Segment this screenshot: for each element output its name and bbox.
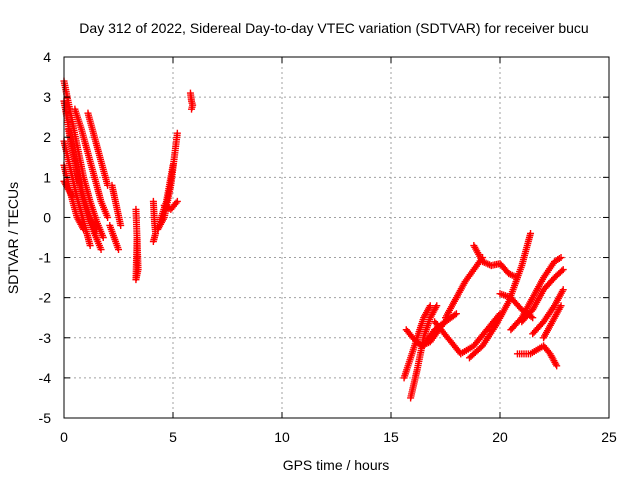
data-point (529, 314, 537, 322)
series-pass-15 (160, 197, 181, 213)
y-tick-label: 3 (43, 89, 51, 105)
series-pass-21 (431, 310, 504, 358)
data-point (559, 286, 567, 294)
series-pass-23 (465, 229, 535, 362)
y-axis-label: SDTVAR / TECUs (5, 182, 21, 294)
x-tick-label: 10 (274, 429, 290, 445)
series-pass-11 (132, 205, 142, 284)
series-pass-6 (84, 109, 112, 189)
data-point (557, 302, 565, 310)
x-tick-label: 0 (60, 429, 68, 445)
x-tick-label: 15 (383, 429, 399, 445)
series-pass-9 (108, 181, 125, 229)
data-point (173, 197, 181, 205)
y-tick-label: 2 (43, 129, 51, 145)
series-pass-18 (407, 302, 441, 402)
data-point (553, 362, 561, 370)
tick-labels: 0 5 10 15 20 25 -5 -4 -3 -2 -1 0 1 2 3 4 (39, 49, 617, 445)
data-point (133, 236, 141, 244)
data-point (80, 225, 88, 233)
series-pass-29 (540, 302, 565, 342)
y-tick-label: -3 (39, 330, 52, 346)
x-tick-label: 25 (601, 429, 617, 445)
data-point (513, 274, 521, 282)
data-point (99, 234, 107, 241)
y-tick-label: -1 (39, 250, 52, 266)
series-pass-10 (106, 221, 122, 254)
data-point (169, 161, 177, 169)
chart-title: Day 312 of 2022, Sidereal Day-to-day VTE… (79, 20, 588, 36)
x-tick-label: 5 (169, 429, 177, 445)
data-point (172, 199, 180, 207)
y-tick-label: 0 (43, 209, 51, 225)
data-point (173, 129, 181, 137)
data-point (558, 267, 566, 275)
y-tick-label: 4 (43, 49, 51, 65)
series-pass-16 (186, 89, 197, 113)
data-point (97, 246, 105, 254)
data-point (188, 105, 196, 113)
data-point (451, 311, 459, 319)
series-pass-24 (470, 242, 521, 282)
plot-area (60, 77, 567, 402)
x-axis-label: GPS time / hours (283, 457, 390, 473)
tick-layer (63, 56, 610, 419)
series-pass-3 (64, 125, 105, 254)
series-pass-17 (400, 302, 434, 382)
data-point (527, 229, 535, 237)
data-point (149, 238, 157, 246)
data-point (115, 246, 122, 254)
data-point (68, 192, 76, 200)
y-tick-label: -4 (39, 370, 52, 386)
y-tick-label: -5 (39, 410, 52, 426)
y-tick-label: -2 (39, 290, 52, 306)
series-pass-28 (529, 286, 567, 338)
x-tick-label: 20 (492, 429, 508, 445)
plot-frame (63, 56, 610, 419)
data-point (104, 213, 112, 221)
series-pass-12 (149, 197, 160, 246)
data-point (559, 266, 567, 274)
data-point (433, 302, 441, 310)
data-point (426, 302, 434, 310)
series-pass-27 (518, 266, 567, 326)
data-point (557, 254, 565, 262)
series-pass-5 (71, 105, 112, 221)
y-tick-label: 1 (43, 169, 51, 185)
series-pass-30 (513, 342, 561, 370)
data-point (69, 193, 77, 201)
data-point (452, 310, 460, 318)
series-pass-26 (507, 254, 565, 334)
data-point (86, 242, 94, 250)
data-point (117, 221, 125, 229)
series-pass-22 (442, 254, 487, 322)
